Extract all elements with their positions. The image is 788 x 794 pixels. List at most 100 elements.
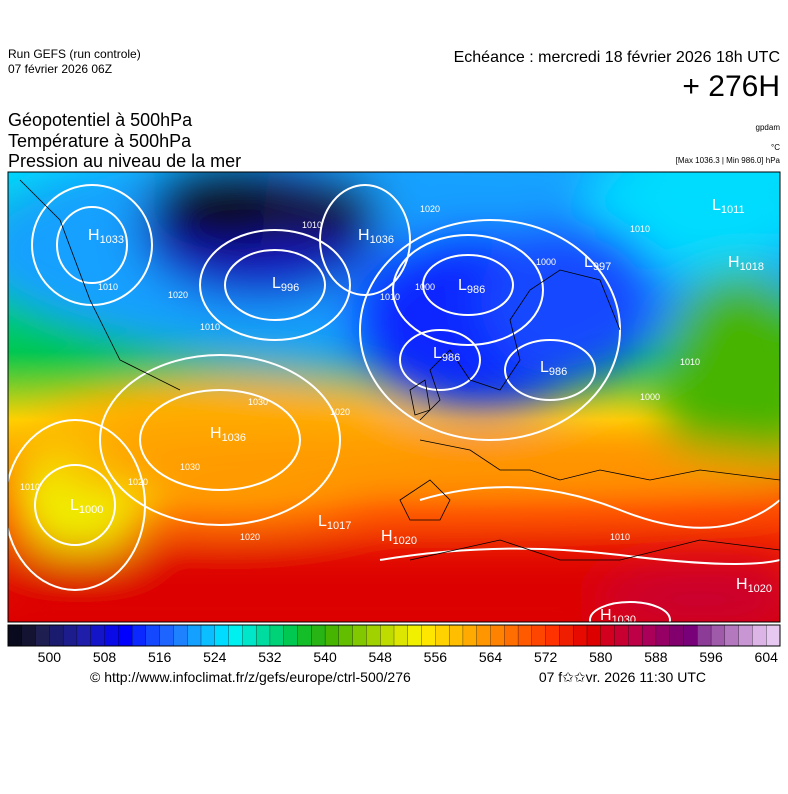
pressure-center: H1018 [728,254,764,273]
field-name: Géopotentiel à 500hPa [8,110,193,130]
colorbar-tick-label: 596 [699,649,723,665]
colorbar-tick-label: 556 [424,649,448,665]
colorbar-swatch [683,624,698,647]
colorbar-swatch [628,624,643,647]
colorbar-swatch [669,624,684,647]
colorbar-swatch [559,624,574,647]
map: H1033L996H1036L986L997L1011H1018L986L986… [8,172,780,626]
colorbar-tick-label: 540 [313,649,337,665]
isobar-label: 1020 [128,477,148,487]
colorbar-tick-label: 588 [644,649,668,665]
isobar-label: 1010 [630,224,650,234]
center-letter: H [358,227,370,244]
center-letter: H [728,254,740,271]
isobar-label: 1000 [536,257,556,267]
center-value: 996 [281,282,299,294]
colorbar-swatch [517,624,533,647]
pressure-center: L986 [433,345,460,364]
map-frame [7,171,781,623]
unit: gpdam [756,123,781,132]
colorbar-swatch [545,624,560,647]
isobar-label: 1020 [240,532,260,542]
pressure-centers: H1033L996H1036L986L997L1011H1018L986L986… [70,197,772,626]
colorbar-swatch [448,624,464,647]
colorbar-swatch [187,624,202,647]
colorbar-swatch [283,624,298,647]
center-value: 1017 [327,520,351,532]
colorbar-frame [7,624,781,647]
center-value: 1033 [100,234,124,246]
isobar-label: 1030 [248,397,268,407]
isobar-label: 1010 [200,322,220,332]
colorbar-swatch [76,624,92,647]
center-value: 1011 [721,204,745,216]
colorbar-swatch [476,624,491,647]
colorbar-swatch [573,624,588,647]
pressure-center: L986 [458,277,485,296]
colorbar-swatch [338,624,354,647]
center-value: 1030 [612,614,636,626]
isobar-label: 1010 [610,532,630,542]
colorbar-swatch [118,624,133,647]
colorbar: 500 508 516 524 532 540 548 556 564 572 580 588 596 6… [7,624,781,665]
generated: 07 f✩✩vr. 2026 11:30 UTC [539,669,706,685]
colorbar-swatch [228,624,243,647]
colorbar-swatch [49,624,64,647]
lead-time: + 276H [682,70,780,103]
colorbar-swatch [145,624,161,647]
center-value: 1000 [79,504,103,516]
isobar-label: 1000 [415,282,435,292]
pressure-center: H1020 [736,576,772,595]
colorbar-swatch [21,624,37,647]
center-letter: L [433,345,442,362]
unit: °C [771,143,780,152]
isobar-label: 1010 [680,357,700,367]
center-letter: H [381,528,393,545]
center-letter: L [712,197,721,214]
colorbar-swatch [490,624,505,647]
colorbar-tick-label: 548 [369,649,393,665]
isobar-label: 1020 [168,290,188,300]
center-value: 1020 [393,535,417,547]
colorbar-tick-label: 532 [258,649,282,665]
colorbar-swatch [600,624,616,647]
colorbar-swatch [504,624,519,647]
center-letter: L [70,497,79,514]
isobar-label: 1010 [98,282,118,292]
pressure-center: H1036 [358,227,394,246]
colorbar-swatch [393,624,409,647]
pressure-center: L1017 [318,513,351,532]
center-letter: H [736,576,748,593]
colorbar-swatch [435,624,450,647]
colorbar-tick-label: 524 [203,649,227,665]
pressure-center: H1020 [381,528,417,547]
pressure-center: L996 [272,275,299,294]
run-label: Run GEFS (run controle) [8,47,141,61]
isobar-label: 1010 [20,482,40,492]
colorbar-swatch [352,624,367,647]
colorbar-swatch [724,624,740,647]
field-name: Température à 500hPa [8,131,192,151]
isobars [8,184,780,622]
unit: [Max 1036.3 | Min 986.0] hPa [676,156,781,165]
pressure-center: L1000 [70,497,103,516]
center-value: 986 [467,284,485,296]
colorbar-tick-label: 564 [479,649,503,665]
center-letter: H [600,607,612,624]
colorbar-swatch [738,624,753,647]
colorbar-swatch [752,624,767,647]
colorbar-swatch [104,624,119,647]
pressure-center: H1036 [210,425,246,444]
isobar-label: 1010 [302,220,322,230]
colorbar-swatch [531,624,547,647]
center-value: 986 [442,352,460,364]
center-letter: L [458,277,467,294]
colorbar-swatch [641,624,657,647]
colorbar-tick-label: 500 [38,649,62,665]
center-letter: L [272,275,281,292]
pressure-center: H1033 [88,227,124,246]
temperature-field [8,172,780,622]
isobar-label: 1000 [640,392,660,402]
center-letter: L [584,254,593,271]
